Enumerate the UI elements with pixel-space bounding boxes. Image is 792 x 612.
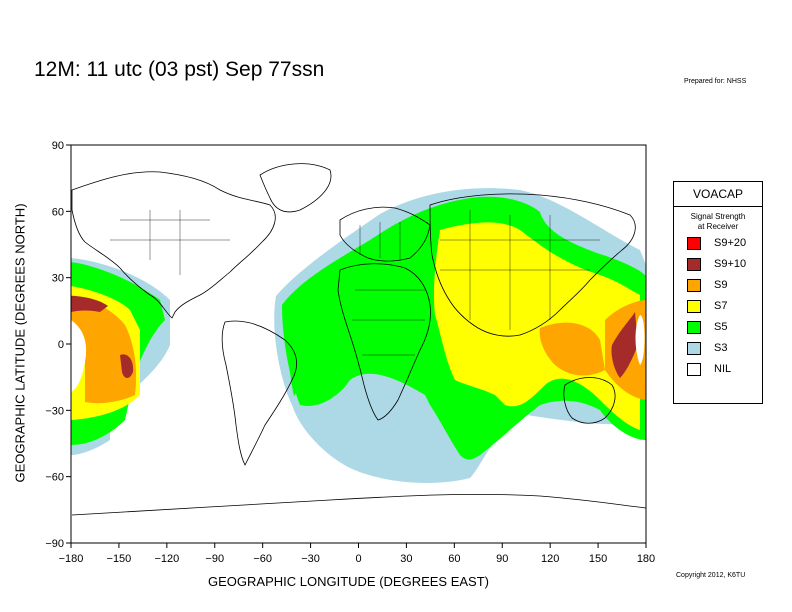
legend-swatch: [687, 342, 701, 355]
s7-zone-asia: [433, 222, 640, 430]
south-america-outline: [221, 320, 298, 466]
s5-zone-sa: [288, 300, 314, 396]
x-axis-label: GEOGRAPHIC LONGITUDE (DEGREES EAST): [208, 574, 489, 589]
border-lines: [110, 210, 600, 356]
y-tick-label: −30: [45, 405, 64, 417]
antarctica-outline: [71, 493, 647, 516]
s9p10-zone-pacific: [71, 296, 108, 312]
y-axis-ticks: 90 60 30 0 −30 −60 −90: [45, 140, 71, 550]
legend-item: NIL: [674, 360, 762, 381]
x-tick-label: 60: [448, 553, 460, 565]
x-tick-label: 120: [541, 553, 559, 565]
legend-label: NIL: [714, 363, 732, 375]
y-tick-label: 60: [52, 206, 64, 218]
x-tick-label: −180: [59, 553, 84, 565]
x-tick-label: −120: [154, 553, 179, 565]
s9-zone-australia: [539, 322, 605, 376]
legend-item: S9: [674, 276, 762, 297]
legend-subtitle: Signal Strength at Receiver: [674, 212, 762, 234]
x-tick-label: 150: [589, 553, 607, 565]
signal-legend: VOACAP Signal Strength at Receiver S9+20…: [673, 181, 763, 404]
nil-zone-pacific: [71, 320, 87, 392]
legend-item: S5: [674, 318, 762, 339]
legend-label: S3: [714, 342, 728, 354]
asia-outline: [429, 193, 636, 337]
coverage-zones: [71, 188, 646, 483]
africa-outline: [337, 263, 431, 421]
legend-title: VOACAP: [674, 182, 762, 207]
legend-item: S9+20: [674, 234, 762, 255]
y-tick-label: 0: [58, 339, 64, 351]
legend-swatch: [687, 363, 701, 376]
legend-item: S9+10: [674, 255, 762, 276]
s9-zone-pacific: [71, 295, 137, 404]
legend-label: S7: [714, 300, 728, 312]
map-title: 12M: 11 utc (03 pst) Sep 77ssn: [34, 58, 325, 81]
greenland-outline: [259, 163, 332, 213]
north-america-outline: [71, 171, 276, 319]
x-axis-ticks: −180 −150 −120 −90 −60 −30 0 30 60 90 120 150 180: [59, 543, 655, 565]
x-tick-label: −30: [301, 553, 320, 565]
x-tick-label: 30: [400, 553, 412, 565]
x-tick-label: −60: [253, 553, 272, 565]
continent-outlines: [71, 163, 647, 516]
s9p10-zone-east: [611, 312, 638, 378]
legend-subtitle-line2: at Receiver: [697, 222, 739, 231]
y-tick-label: 30: [52, 273, 64, 285]
europe-outline: [339, 206, 431, 262]
x-tick-label: 180: [637, 553, 655, 565]
legend-subtitle-line1: Signal Strength: [690, 212, 746, 221]
y-axis-label: GEOGRAPHIC LATITUDE (DEGREES NORTH): [12, 203, 28, 483]
legend-item: S3: [674, 339, 762, 360]
legend-swatch: [687, 279, 701, 292]
legend-swatch: [687, 237, 701, 250]
legend-label: S9: [714, 279, 728, 291]
nil-zone-east: [635, 315, 645, 365]
copyright-note: Copyright 2012, K6TU: [676, 572, 746, 579]
y-tick-label: 90: [52, 140, 64, 152]
legend-label: S9+20: [714, 237, 747, 249]
x-tick-label: 0: [355, 553, 361, 565]
legend-swatch: [687, 321, 701, 334]
legend-swatch: [687, 300, 701, 313]
x-tick-label: 90: [496, 553, 508, 565]
y-tick-label: −60: [45, 472, 64, 484]
legend-swatch: [687, 258, 701, 271]
australia-outline: [563, 377, 616, 424]
legend-item: S7: [674, 297, 762, 318]
x-tick-label: −90: [205, 553, 224, 565]
x-tick-label: −150: [107, 553, 132, 565]
prepared-for-note: Prepared for: NHSS: [684, 78, 747, 85]
legend-label: S9+10: [714, 258, 747, 270]
s9p10-zone-pacific2: [120, 354, 134, 378]
y-tick-label: −90: [45, 538, 64, 550]
legend-label: S5: [714, 321, 728, 333]
